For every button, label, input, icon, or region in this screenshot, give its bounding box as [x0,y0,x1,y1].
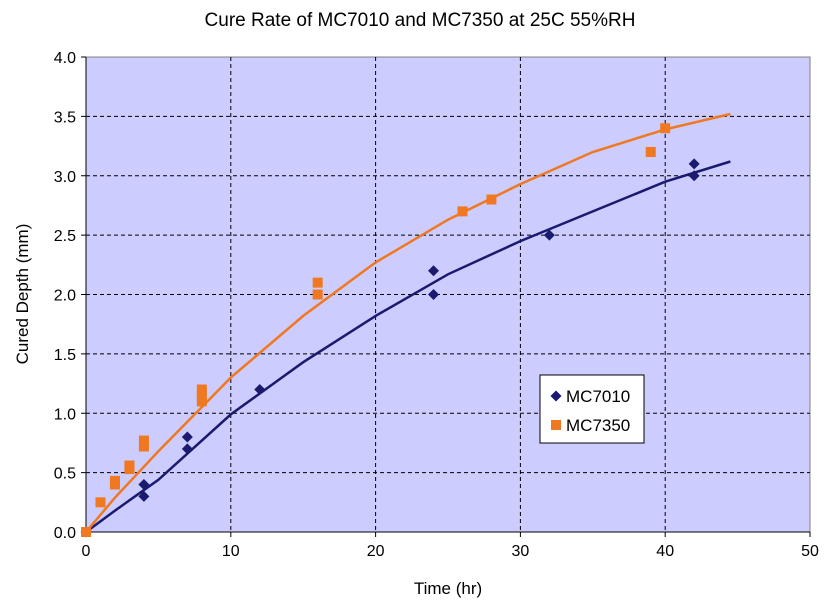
mc7010-point [543,229,555,241]
mc7350-point [81,527,91,537]
mc7350-point [109,475,120,486]
x-tick-label: 30 [512,543,530,560]
mc7350-point [124,460,135,471]
grid-lines [86,57,810,532]
mc7010-point [181,443,193,455]
y-tick-label: 2.0 [54,288,76,305]
legend-marker-mc7350 [551,420,561,430]
mc7010-point [181,431,193,443]
tick-labels: 0 10 20 30 40 50 0.0 0.5 1.0 1.5 2.0 2.5 3.0 3.5 4.0 [54,50,819,560]
mc7350-point [660,123,671,134]
series-layer [80,112,731,538]
mc7350-point [196,390,207,401]
mc7350-point [138,441,149,452]
mc7010-point [688,170,700,182]
series-mc7350 [81,112,731,537]
y-tick-label: 0.5 [54,466,76,483]
mc7010-point [428,289,440,300]
x-tick-label: 50 [801,543,819,560]
chart-title: Cure Rate of MC7010 and MC7350 at 25C 55… [205,10,636,31]
x-axis-label: Time (hr) [414,579,482,598]
mc7350-point [645,147,656,157]
x-tick-label: 10 [222,543,240,560]
x-tick-label: 20 [367,543,385,560]
mc7010-point [138,490,150,502]
y-tick-label: 3.5 [54,109,76,126]
legend-label-mc7350: MC7350 [566,416,630,435]
y-tick-label: 3.0 [54,169,76,186]
series-mc7010 [80,158,731,538]
legend-item-mc7350: MC7350 [551,416,630,435]
y-tick-label: 2.5 [54,228,76,245]
y-tick-label: 1.5 [54,347,76,364]
mc7350-point [457,206,468,217]
mc7010-point [138,479,150,490]
mc7350-point [138,435,149,446]
y-tick-label: 1.0 [54,406,76,423]
mc7350-point [486,194,497,205]
mc7350-point [95,497,106,508]
mc7010-point [428,265,440,277]
mc7350-trendline [85,112,731,533]
x-tick-label: 0 [82,543,91,560]
mc7350-point [312,277,323,288]
y-tick-label: 4.0 [54,50,76,67]
mc7010-trendline [85,160,731,534]
legend-item-mc7010: MC7010 [550,387,630,406]
mc7350-point [196,384,207,395]
legend-label-mc7010: MC7010 [566,387,630,406]
mc7350-point [312,289,323,300]
legend: MC7010 MC7350 [539,374,645,444]
mc7350-point [196,396,207,407]
legend-box [539,374,645,444]
mc7010-point [254,384,266,395]
x-tick-label: 40 [656,543,674,560]
legend-marker-mc7010 [550,390,562,402]
mc7010-point [688,158,700,170]
y-tick-label: 0.0 [54,525,76,542]
y-axis-label: Cured Depth (mm) [13,224,32,365]
